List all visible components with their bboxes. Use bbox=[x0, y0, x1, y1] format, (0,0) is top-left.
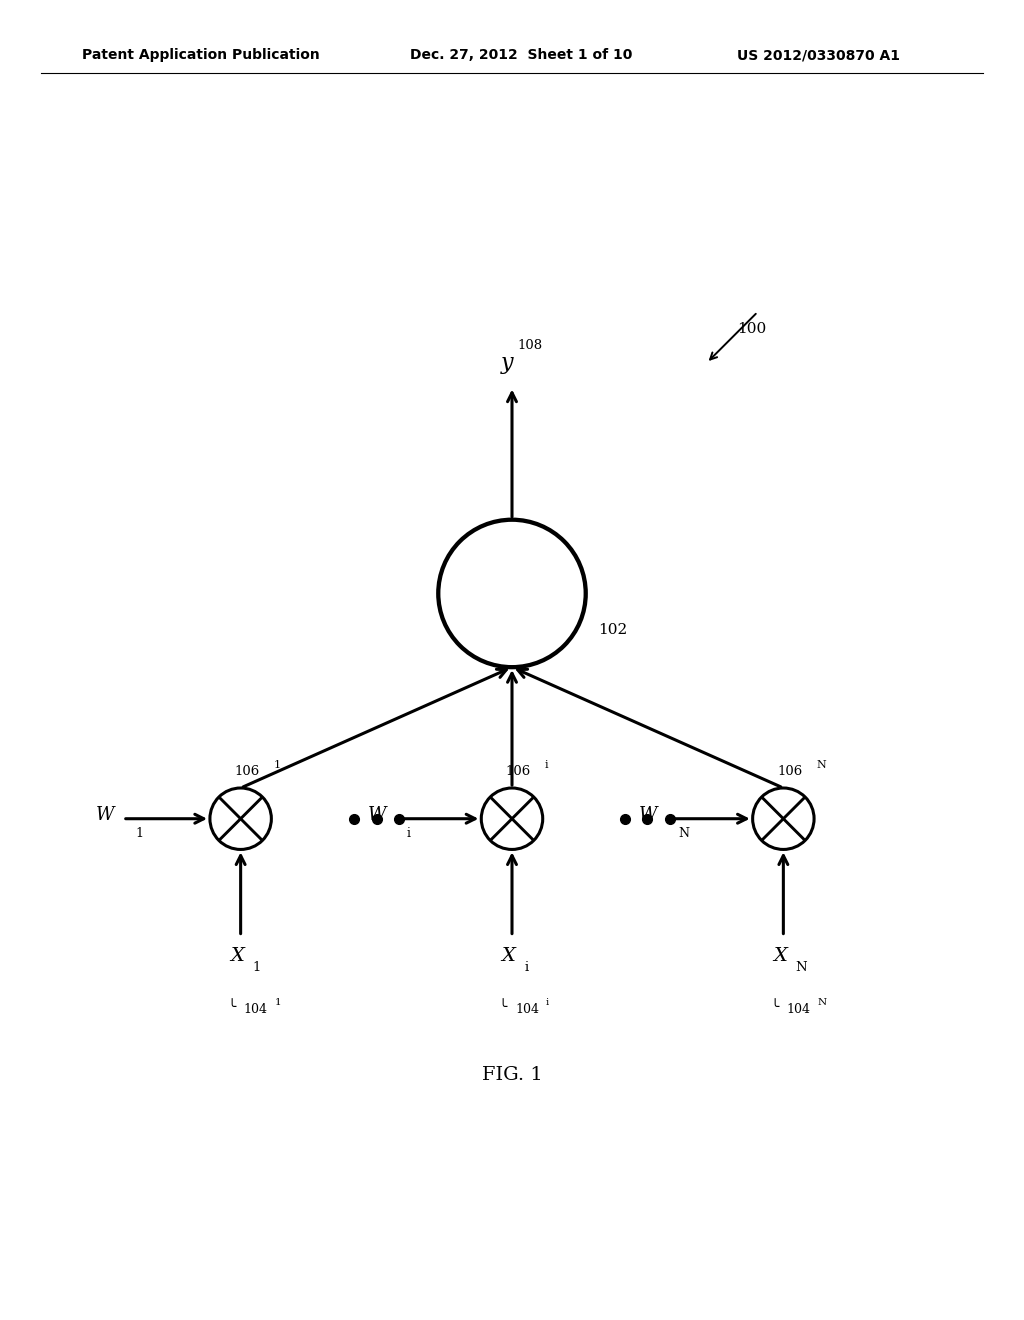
Text: 108: 108 bbox=[517, 339, 543, 351]
Text: Dec. 27, 2012  Sheet 1 of 10: Dec. 27, 2012 Sheet 1 of 10 bbox=[410, 49, 632, 62]
Text: 1: 1 bbox=[135, 826, 143, 840]
Text: X: X bbox=[502, 946, 516, 965]
Text: Patent Application Publication: Patent Application Publication bbox=[82, 49, 319, 62]
Text: 106: 106 bbox=[506, 764, 531, 777]
Text: 102: 102 bbox=[598, 623, 628, 638]
Text: 1: 1 bbox=[273, 759, 281, 770]
Text: W: W bbox=[368, 805, 386, 824]
Text: W: W bbox=[639, 805, 657, 824]
Text: N: N bbox=[817, 998, 826, 1007]
Text: ╰: ╰ bbox=[770, 1001, 778, 1014]
Text: 104: 104 bbox=[786, 1003, 810, 1016]
Text: N: N bbox=[796, 961, 807, 974]
Text: ╰: ╰ bbox=[499, 1001, 507, 1014]
Text: N: N bbox=[816, 759, 826, 770]
Text: 104: 104 bbox=[515, 1003, 539, 1016]
Text: 106: 106 bbox=[777, 764, 803, 777]
Text: 1: 1 bbox=[274, 998, 281, 1007]
Text: i: i bbox=[524, 961, 528, 974]
Text: X: X bbox=[230, 946, 245, 965]
Text: y: y bbox=[501, 352, 513, 375]
Text: i: i bbox=[546, 998, 549, 1007]
Text: 1: 1 bbox=[253, 961, 261, 974]
Text: i: i bbox=[407, 826, 411, 840]
Text: US 2012/0330870 A1: US 2012/0330870 A1 bbox=[737, 49, 900, 62]
Text: FIG. 1: FIG. 1 bbox=[481, 1065, 543, 1084]
Text: i: i bbox=[545, 759, 549, 770]
Text: ╰: ╰ bbox=[227, 1001, 236, 1014]
Text: X: X bbox=[773, 946, 787, 965]
Text: 106: 106 bbox=[234, 764, 260, 777]
Text: 100: 100 bbox=[737, 322, 767, 337]
Text: W: W bbox=[96, 805, 115, 824]
Text: 104: 104 bbox=[244, 1003, 267, 1016]
Text: N: N bbox=[678, 826, 689, 840]
